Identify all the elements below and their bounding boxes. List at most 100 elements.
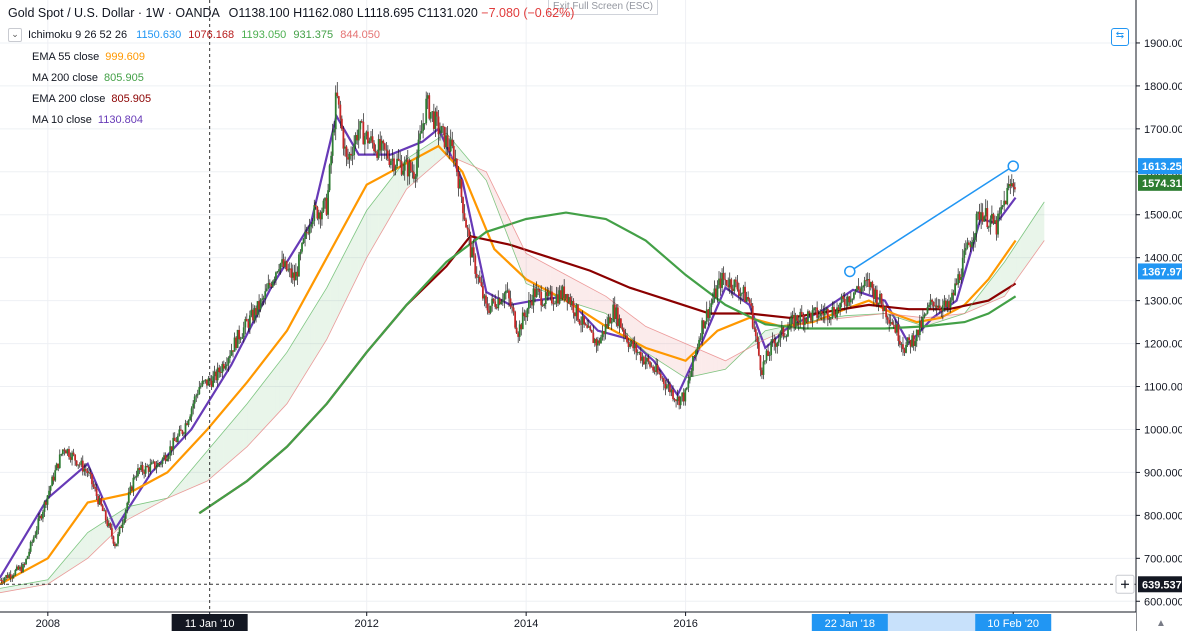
candle-body — [172, 437, 175, 451]
cloud-segment — [286, 345, 291, 404]
candle-body — [414, 176, 417, 179]
time-axis[interactable]: 2008 11 Jan '10 2012 2014 2016 22 Jan '18 10 F… — [0, 611, 1136, 631]
candle-body — [37, 518, 40, 530]
candle-body — [276, 271, 279, 273]
candle-body — [541, 305, 544, 307]
candle-body — [715, 288, 717, 298]
candle-body — [656, 364, 659, 373]
legend-ma10[interactable]: MA 10 close 1130.804 — [32, 114, 143, 126]
candle-body — [856, 286, 858, 291]
candle-body — [505, 290, 507, 294]
candle-body — [411, 170, 414, 173]
legend-ma200[interactable]: MA 200 close 805.905 — [32, 72, 144, 84]
candle-body — [524, 316, 527, 318]
cloud-segment — [91, 527, 96, 555]
legend-ema55[interactable]: EMA 55 close 999.609 — [32, 51, 145, 63]
candle-body — [676, 396, 679, 402]
candle-body — [1009, 184, 1012, 187]
candle-body — [428, 95, 431, 119]
candle-body — [909, 340, 912, 347]
price-axis[interactable]: 1900.0001800.0001700.0001600.0001500.000… — [1115, 0, 1182, 631]
cloud-segment — [430, 140, 435, 169]
candle-body — [190, 408, 193, 417]
candle-body — [836, 307, 838, 318]
candle-body — [984, 208, 987, 217]
candle-body — [368, 140, 371, 144]
indicator-lines — [0, 113, 1045, 594]
ichimoku-legend[interactable]: ⌄ Ichimoku 9 26 52 26 1150.630 1076.168 1… — [8, 28, 380, 42]
candle-body — [115, 543, 118, 547]
candle-body — [1001, 205, 1004, 208]
exit-fullscreen-button[interactable]: Exit Full Screen (ESC) — [548, 0, 658, 15]
cloud-segment — [434, 138, 439, 165]
chevron-down-icon[interactable]: ⌄ — [8, 28, 22, 42]
candle-body — [756, 336, 759, 342]
candle-body — [508, 290, 510, 299]
candle-body — [236, 329, 239, 348]
candle-body — [43, 501, 46, 512]
candle-body — [187, 420, 190, 425]
candle-body — [807, 311, 809, 322]
candle-body — [271, 281, 274, 287]
candle-body — [88, 472, 90, 474]
cloud-segment — [988, 277, 993, 304]
time-range-highlight — [849, 613, 1014, 631]
cloud-segment — [334, 264, 339, 323]
candle-body — [1003, 200, 1006, 206]
legend-ema200[interactable]: EMA 200 close 805.905 — [32, 93, 151, 105]
cloud-segment — [530, 255, 535, 287]
price-tick-label: 600.000 — [1144, 596, 1182, 608]
candle-body — [45, 501, 47, 505]
candle-body — [560, 290, 563, 299]
candle-body — [38, 515, 41, 519]
price-tick-label: 1400.000 — [1144, 253, 1182, 265]
candle-body — [66, 449, 69, 454]
candle-body — [922, 316, 924, 328]
candle-body — [770, 341, 773, 355]
cloud-segment — [390, 174, 395, 217]
candle-body — [425, 98, 428, 124]
candle-body — [997, 213, 999, 235]
candle-body — [784, 336, 786, 338]
candle-body — [537, 289, 540, 290]
candle-body — [259, 299, 262, 310]
candle-body — [710, 303, 713, 308]
candle-body — [307, 232, 310, 234]
candle-body — [822, 313, 825, 316]
candle-body — [589, 326, 592, 331]
candle-body — [77, 464, 80, 466]
candle-body — [51, 476, 54, 487]
candle-body — [58, 454, 61, 468]
candle-body — [57, 463, 60, 468]
candle-body — [926, 307, 929, 314]
cloud-segment — [290, 339, 295, 398]
candle-body — [160, 463, 162, 465]
time-badge-label: 22 Jan '18 — [825, 618, 875, 630]
drawing-overlay[interactable] — [0, 0, 1136, 612]
candle-body — [563, 286, 566, 299]
candle-body — [618, 318, 621, 326]
fullscreen-icon[interactable]: ⇆ — [1111, 28, 1129, 46]
scroll-down-icon[interactable]: ▲ — [1156, 618, 1166, 629]
candle-body — [111, 528, 113, 537]
candle-body — [633, 343, 636, 349]
candle-body — [230, 350, 233, 356]
cloud-segment — [239, 408, 244, 454]
candle-body — [983, 216, 986, 222]
candle-body — [518, 324, 521, 337]
candle-body — [5, 575, 8, 579]
candle-body — [575, 304, 578, 317]
candle-body — [178, 429, 181, 436]
candle-body — [161, 458, 164, 464]
candle-body — [497, 298, 500, 309]
candle-body — [949, 300, 952, 308]
candle-body — [396, 158, 398, 167]
candle-body — [661, 377, 664, 379]
candle-body — [19, 566, 21, 570]
candle-body — [782, 327, 785, 337]
cloud-segment — [645, 326, 650, 355]
candle-body — [417, 139, 420, 159]
cloud-segment — [1024, 225, 1029, 269]
candle-body — [713, 288, 716, 300]
